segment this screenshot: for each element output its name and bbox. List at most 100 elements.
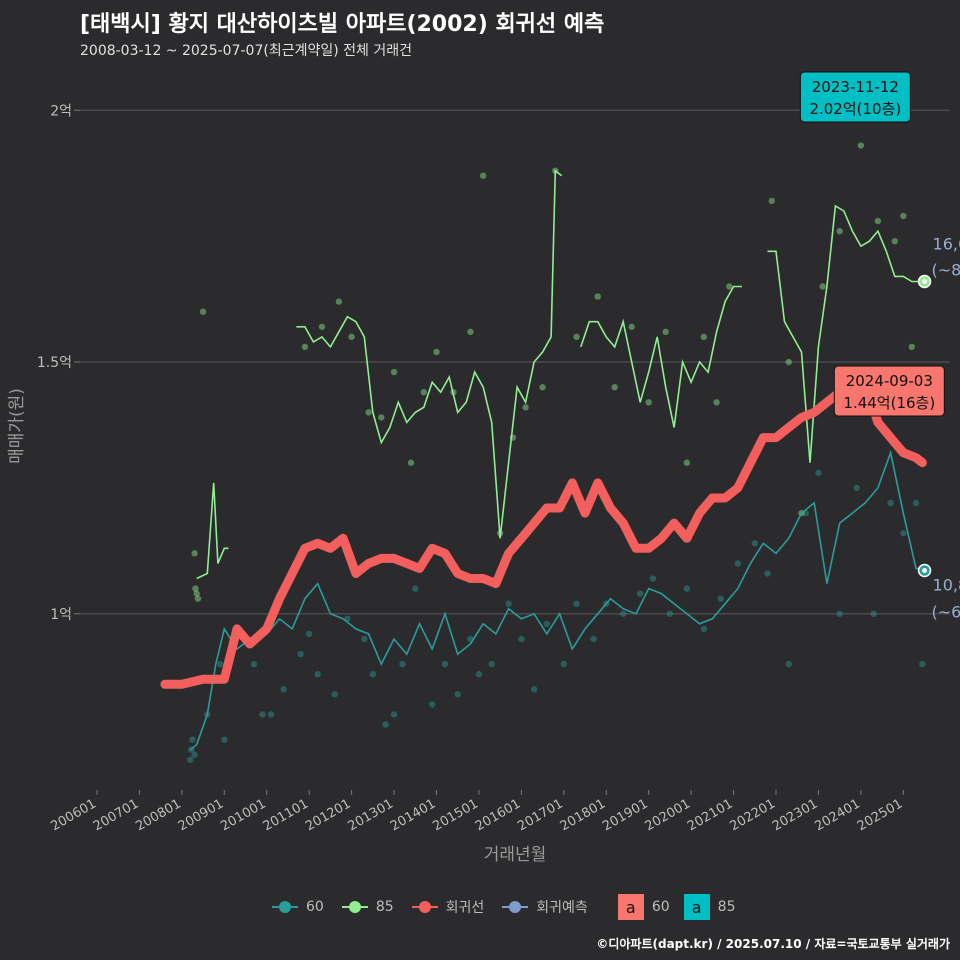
x-tick-label: 200601 (48, 796, 98, 834)
chart-title: [태백시] 황지 대산하이츠빌 아파트(2002) 회귀선 예측 (80, 12, 605, 37)
x-tick-label: 202201 (728, 796, 778, 834)
prediction-point-core-85 (922, 278, 928, 284)
scatter-point-85 (594, 293, 601, 300)
x-tick-label: 202401 (812, 796, 862, 834)
scatter-point-85 (420, 389, 427, 396)
label-layer: 16,600 (~85㎡) 10,860 (~60㎡) 2023-11-12 2.02억(… (799, 71, 960, 621)
scatter-point-60 (912, 499, 920, 507)
x-axis-label: 거래년월 (484, 845, 547, 865)
chart-subtitle: 2008-03-12 ~ 2025-07-07(최근계약일) 전체 거래건 (80, 43, 412, 59)
scatter-point-85 (192, 585, 199, 592)
scatter-point-60 (649, 575, 657, 582)
x-tick-label: 201901 (600, 796, 650, 834)
scatter-point-60 (764, 570, 771, 577)
scatter-point-60 (751, 540, 758, 547)
scatter-point-60 (543, 620, 551, 628)
x-tick-label: 200701 (91, 796, 141, 834)
scatter-point-60 (900, 530, 907, 537)
scatter-point-85 (318, 323, 326, 330)
annotation-price: 1.44억(16층) (843, 394, 935, 412)
y-tick-label: 1억 (50, 607, 72, 623)
scatter-point-60 (666, 610, 674, 617)
legend-label-85: 85 (375, 899, 394, 915)
scatter-point-60 (369, 670, 377, 678)
x-tick-label: 200901 (176, 796, 226, 834)
legend: 60 85 회귀선 회귀예측 a 60 a 85 (270, 894, 735, 920)
legend-box-60: a (617, 894, 644, 920)
scatter-point-60 (305, 630, 313, 638)
scatter-point-85 (645, 399, 652, 406)
x-tick-label: 202001 (643, 796, 693, 834)
scatter-point-85 (522, 404, 529, 411)
scatter-point-85 (819, 283, 826, 290)
scatter-point-60 (191, 751, 198, 758)
scatter-point-60 (297, 650, 304, 658)
scatter-point-60 (836, 610, 843, 617)
grid-layer: 1억1.5억2억20060120070120080120090120100120… (37, 103, 950, 834)
prediction-point-core-60 (922, 567, 928, 573)
scatter-point-60 (815, 469, 822, 476)
annotation-price: 2.02억(10층) (809, 100, 901, 118)
prediction-value-label-60: 10,860 (933, 575, 960, 594)
legend-key-60 (270, 897, 300, 917)
legend-item-prediction[interactable]: 회귀예측 (500, 897, 588, 917)
scatter-point-85 (433, 348, 440, 356)
scatter-point-85 (301, 343, 309, 351)
scatter-point-85 (857, 142, 865, 149)
legend-item-85[interactable]: 85 (340, 897, 394, 917)
scatter-point-60 (620, 610, 627, 617)
scatter-point-85 (378, 414, 385, 421)
scatter-point-60 (700, 625, 708, 633)
series-line-85 (767, 204, 923, 463)
legend-key-prediction (500, 897, 530, 917)
scatter-point-85 (573, 333, 580, 341)
scatter-point-60 (187, 756, 194, 763)
scatter-point-60 (441, 660, 449, 668)
x-tick-label: 201201 (303, 796, 353, 834)
scatter-point-60 (573, 600, 580, 607)
scatter-point-60 (221, 736, 228, 743)
scatter-point-85 (407, 459, 415, 466)
annotation-date: 2023-11-12 (812, 78, 899, 96)
x-tick-label: 201801 (558, 796, 608, 834)
scatter-point-60 (399, 660, 406, 668)
scatter-point-85 (611, 384, 618, 391)
x-tick-label: 201001 (218, 796, 268, 834)
series-line-85 (580, 285, 742, 428)
scatter-point-60 (314, 670, 321, 678)
scatter-point-60 (267, 711, 275, 718)
legend-item-regression[interactable]: 회귀선 (410, 897, 484, 917)
annotation-box (799, 71, 911, 123)
legend-item-60[interactable]: 60 (270, 897, 324, 917)
regression-line (160, 377, 927, 689)
x-tick-label: 202101 (685, 796, 735, 834)
scatter-point-60 (475, 670, 483, 678)
series-line-85 (196, 482, 229, 580)
x-tick-label: 201501 (430, 796, 480, 834)
prediction-area-label-60: (~60㎡) (932, 602, 960, 621)
scatter-point-85 (191, 550, 198, 557)
x-tick-label: 201301 (346, 796, 396, 834)
scatter-point-60 (636, 590, 644, 597)
prediction-value-label-85: 16,600 (933, 234, 960, 253)
legend-label-prediction: 회귀예측 (536, 900, 588, 916)
scatter-point-85 (365, 409, 372, 416)
scatter-point-60 (785, 660, 792, 668)
scatter-layer (187, 97, 926, 763)
x-tick-label: 202301 (770, 796, 820, 834)
scatter-point-85 (908, 343, 916, 351)
scatter-point-60 (280, 686, 287, 693)
y-tick-label: 1.5억 (37, 355, 72, 371)
scatter-point-85 (713, 399, 720, 406)
scatter-point-60 (412, 585, 419, 592)
scatter-point-60 (454, 691, 461, 698)
scatter-point-85 (874, 217, 882, 225)
scatter-point-60 (530, 686, 538, 693)
scatter-point-60 (361, 635, 368, 643)
scatter-point-60 (331, 691, 338, 698)
scatter-point-60 (518, 635, 525, 643)
scatter-point-60 (870, 610, 877, 617)
scatter-point-85 (900, 212, 907, 220)
series-line-60 (189, 449, 925, 751)
